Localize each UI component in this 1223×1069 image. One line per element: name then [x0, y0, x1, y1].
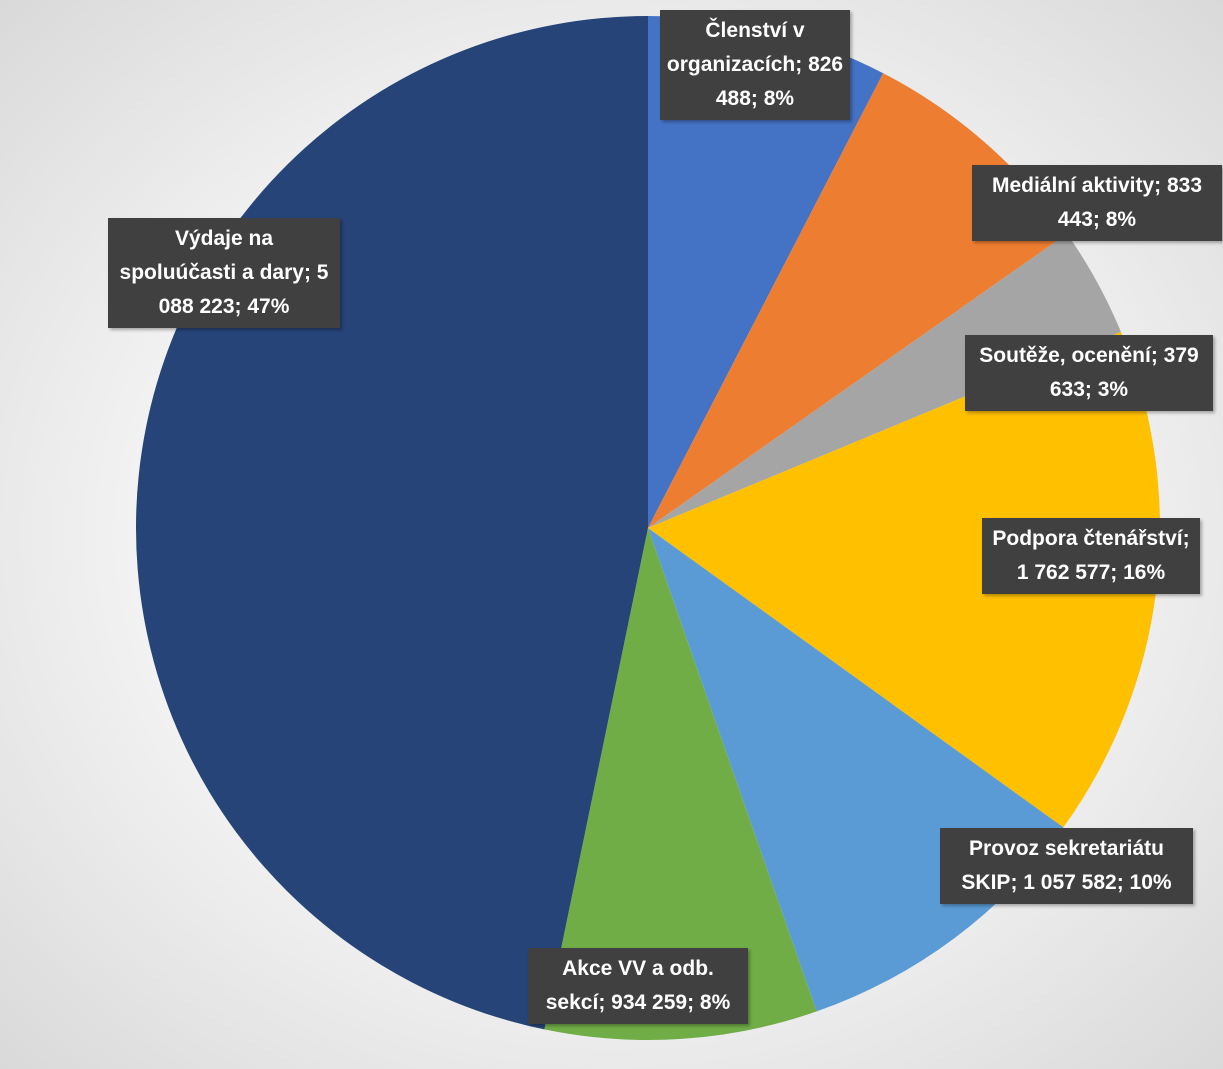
- category: Akce VV a odb. sekcí: [545, 957, 714, 1014]
- percent-label: 10%: [1129, 871, 1172, 894]
- separator: ;: [750, 87, 764, 110]
- data-label: Podpora čtenářství; 1 762 577; 16%: [982, 518, 1200, 594]
- data-label: Mediální aktivity; 833 443; 8%: [972, 165, 1222, 241]
- separator: ;: [303, 261, 317, 284]
- percent-label: 3%: [1097, 378, 1129, 401]
- value-label: 1 762 577: [1016, 561, 1111, 584]
- separator: ;: [1110, 561, 1124, 584]
- percent-label: 16%: [1123, 561, 1166, 584]
- separator: ;: [1092, 208, 1106, 231]
- data-label: Provoz sekretariátu SKIP; 1 057 582; 10%: [940, 828, 1193, 904]
- value-label: 5 088 223: [158, 261, 329, 318]
- data-label: Soutěže, ocenění; 379 633; 3%: [965, 335, 1213, 411]
- separator: ;: [234, 295, 248, 318]
- separator: ;: [1084, 378, 1098, 401]
- pie-slice: [544, 528, 817, 1040]
- value-label: 379 633: [1049, 344, 1199, 401]
- separator: ;: [1182, 527, 1190, 550]
- percent-label: 47%: [247, 295, 290, 318]
- separator: ;: [1154, 174, 1167, 197]
- percent-label: 8%: [763, 87, 795, 110]
- value-label: 826 488: [715, 53, 844, 110]
- data-label: Výdaje na spoluúčasti a dary; 5 088 223;…: [108, 218, 340, 328]
- separator: ;: [795, 53, 809, 76]
- percent-label: 8%: [699, 991, 731, 1014]
- category: Mediální aktivity: [991, 174, 1155, 197]
- pie-slice: [648, 73, 1067, 529]
- pie-slice: [648, 331, 1160, 828]
- category: Podpora čtenářství: [992, 527, 1183, 550]
- category: Výdaje na spoluúčasti a dary: [119, 227, 304, 284]
- separator: ;: [1010, 871, 1024, 894]
- category: Provoz sekretariátu SKIP: [961, 837, 1164, 894]
- pie-slice: [135, 16, 649, 1030]
- category: Členství v organizacích: [666, 19, 805, 76]
- value-label: 934 259: [611, 991, 688, 1014]
- pie-slice: [648, 16, 884, 528]
- separator: ;: [598, 991, 612, 1014]
- category: Soutěže, ocenění: [979, 344, 1151, 367]
- value-label: 1 057 582: [1023, 871, 1117, 894]
- separator: ;: [687, 991, 700, 1014]
- separator: ;: [1116, 871, 1130, 894]
- data-label: Členství v organizacích; 826 488; 8%: [660, 10, 850, 120]
- pie-slice: [648, 233, 1121, 528]
- data-label: Akce VV a odb. sekcí; 934 259; 8%: [528, 948, 748, 1024]
- value-label: 833 443: [1057, 174, 1203, 231]
- separator: ;: [1150, 344, 1164, 367]
- percent-label: 8%: [1105, 208, 1137, 231]
